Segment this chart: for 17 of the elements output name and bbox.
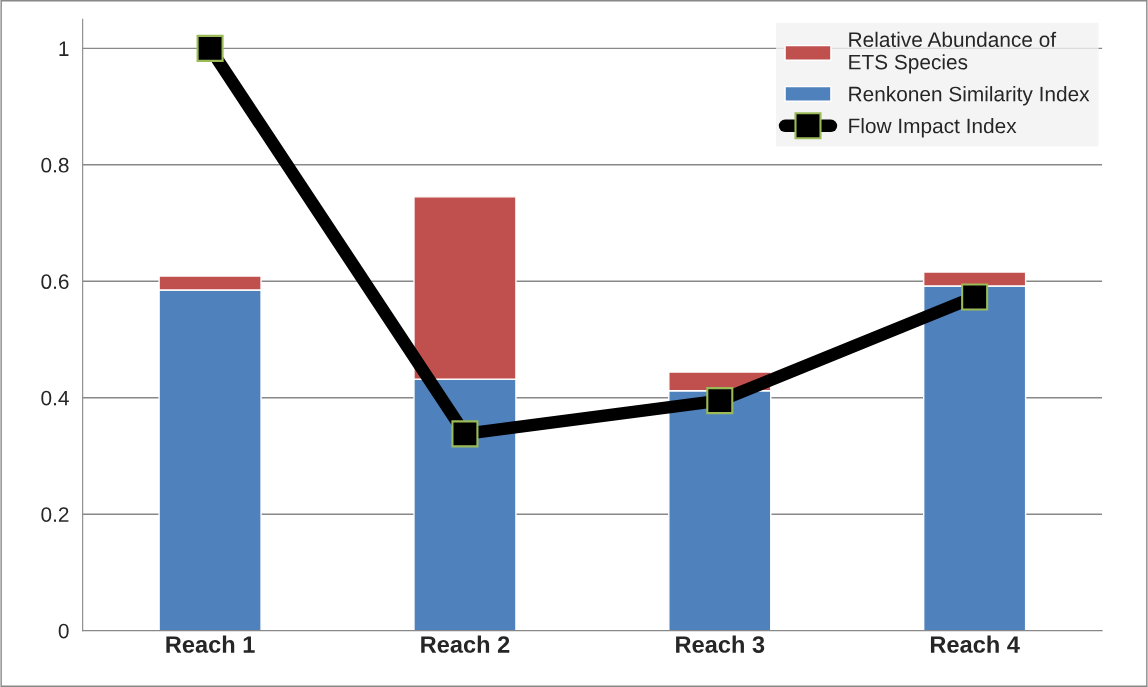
point xyxy=(196,34,224,62)
point xyxy=(706,387,734,415)
y-tick-label: 0 xyxy=(58,623,69,639)
y-tick-label: 0.2 xyxy=(41,507,69,522)
point xyxy=(451,420,479,448)
legend-label: Flow Impact Index xyxy=(849,118,1017,138)
legend-label: Relative Abundance of ETS Species xyxy=(849,31,1057,74)
y-tick-label: 0.6 xyxy=(41,274,69,290)
x-tick-label: Reach 1 xyxy=(166,635,255,653)
legend-label: Renkonen Similarity Index xyxy=(849,86,1090,106)
y-tick-label: 1 xyxy=(59,41,69,56)
x-tick-label: Reach 4 xyxy=(930,635,1020,653)
x-tick-label: Reach 2 xyxy=(421,635,510,653)
point xyxy=(961,283,989,311)
y-tick-label: 0.8 xyxy=(41,157,69,173)
y-tick-label: 0.4 xyxy=(41,390,69,406)
x-tick-label: Reach 3 xyxy=(676,635,765,653)
